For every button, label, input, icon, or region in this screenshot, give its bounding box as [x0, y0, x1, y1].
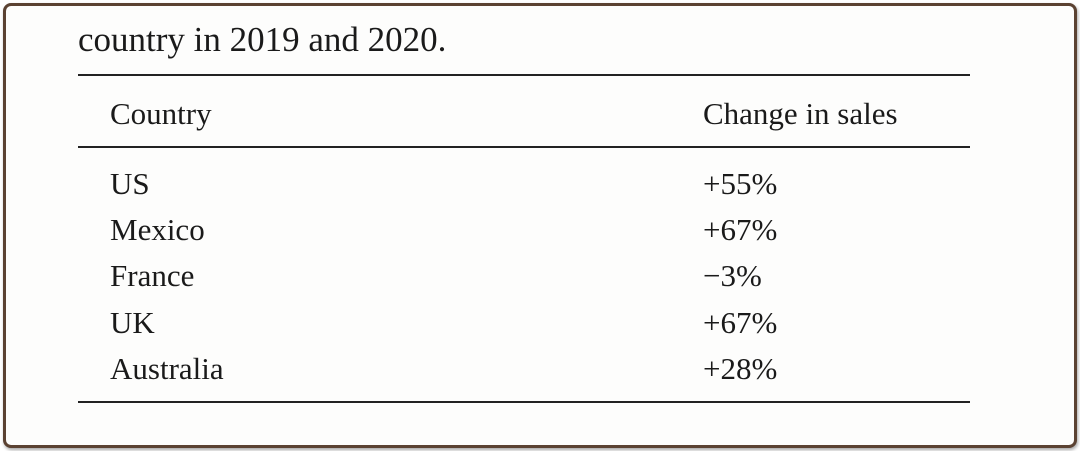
top-rule: [78, 74, 970, 76]
header-rule: [78, 146, 970, 148]
table-cell: −3%: [703, 258, 762, 294]
frame: [3, 3, 1077, 448]
caption: country in 2019 and 2020.: [78, 20, 447, 59]
table-cell: Australia: [110, 350, 224, 386]
table-cell: UK: [110, 304, 155, 340]
table-cell: +28%: [703, 350, 778, 386]
bottom-rule: [78, 401, 970, 403]
header-cell: Change in sales: [703, 96, 898, 131]
header-cell: Country: [110, 96, 212, 131]
table-cell: US: [110, 166, 150, 201]
table-cell: +67%: [703, 212, 778, 248]
table-cell: +55%: [703, 166, 778, 201]
table-cell: Mexico: [110, 212, 205, 248]
table-cell: France: [110, 258, 195, 294]
table-cell: +67%: [703, 304, 778, 340]
